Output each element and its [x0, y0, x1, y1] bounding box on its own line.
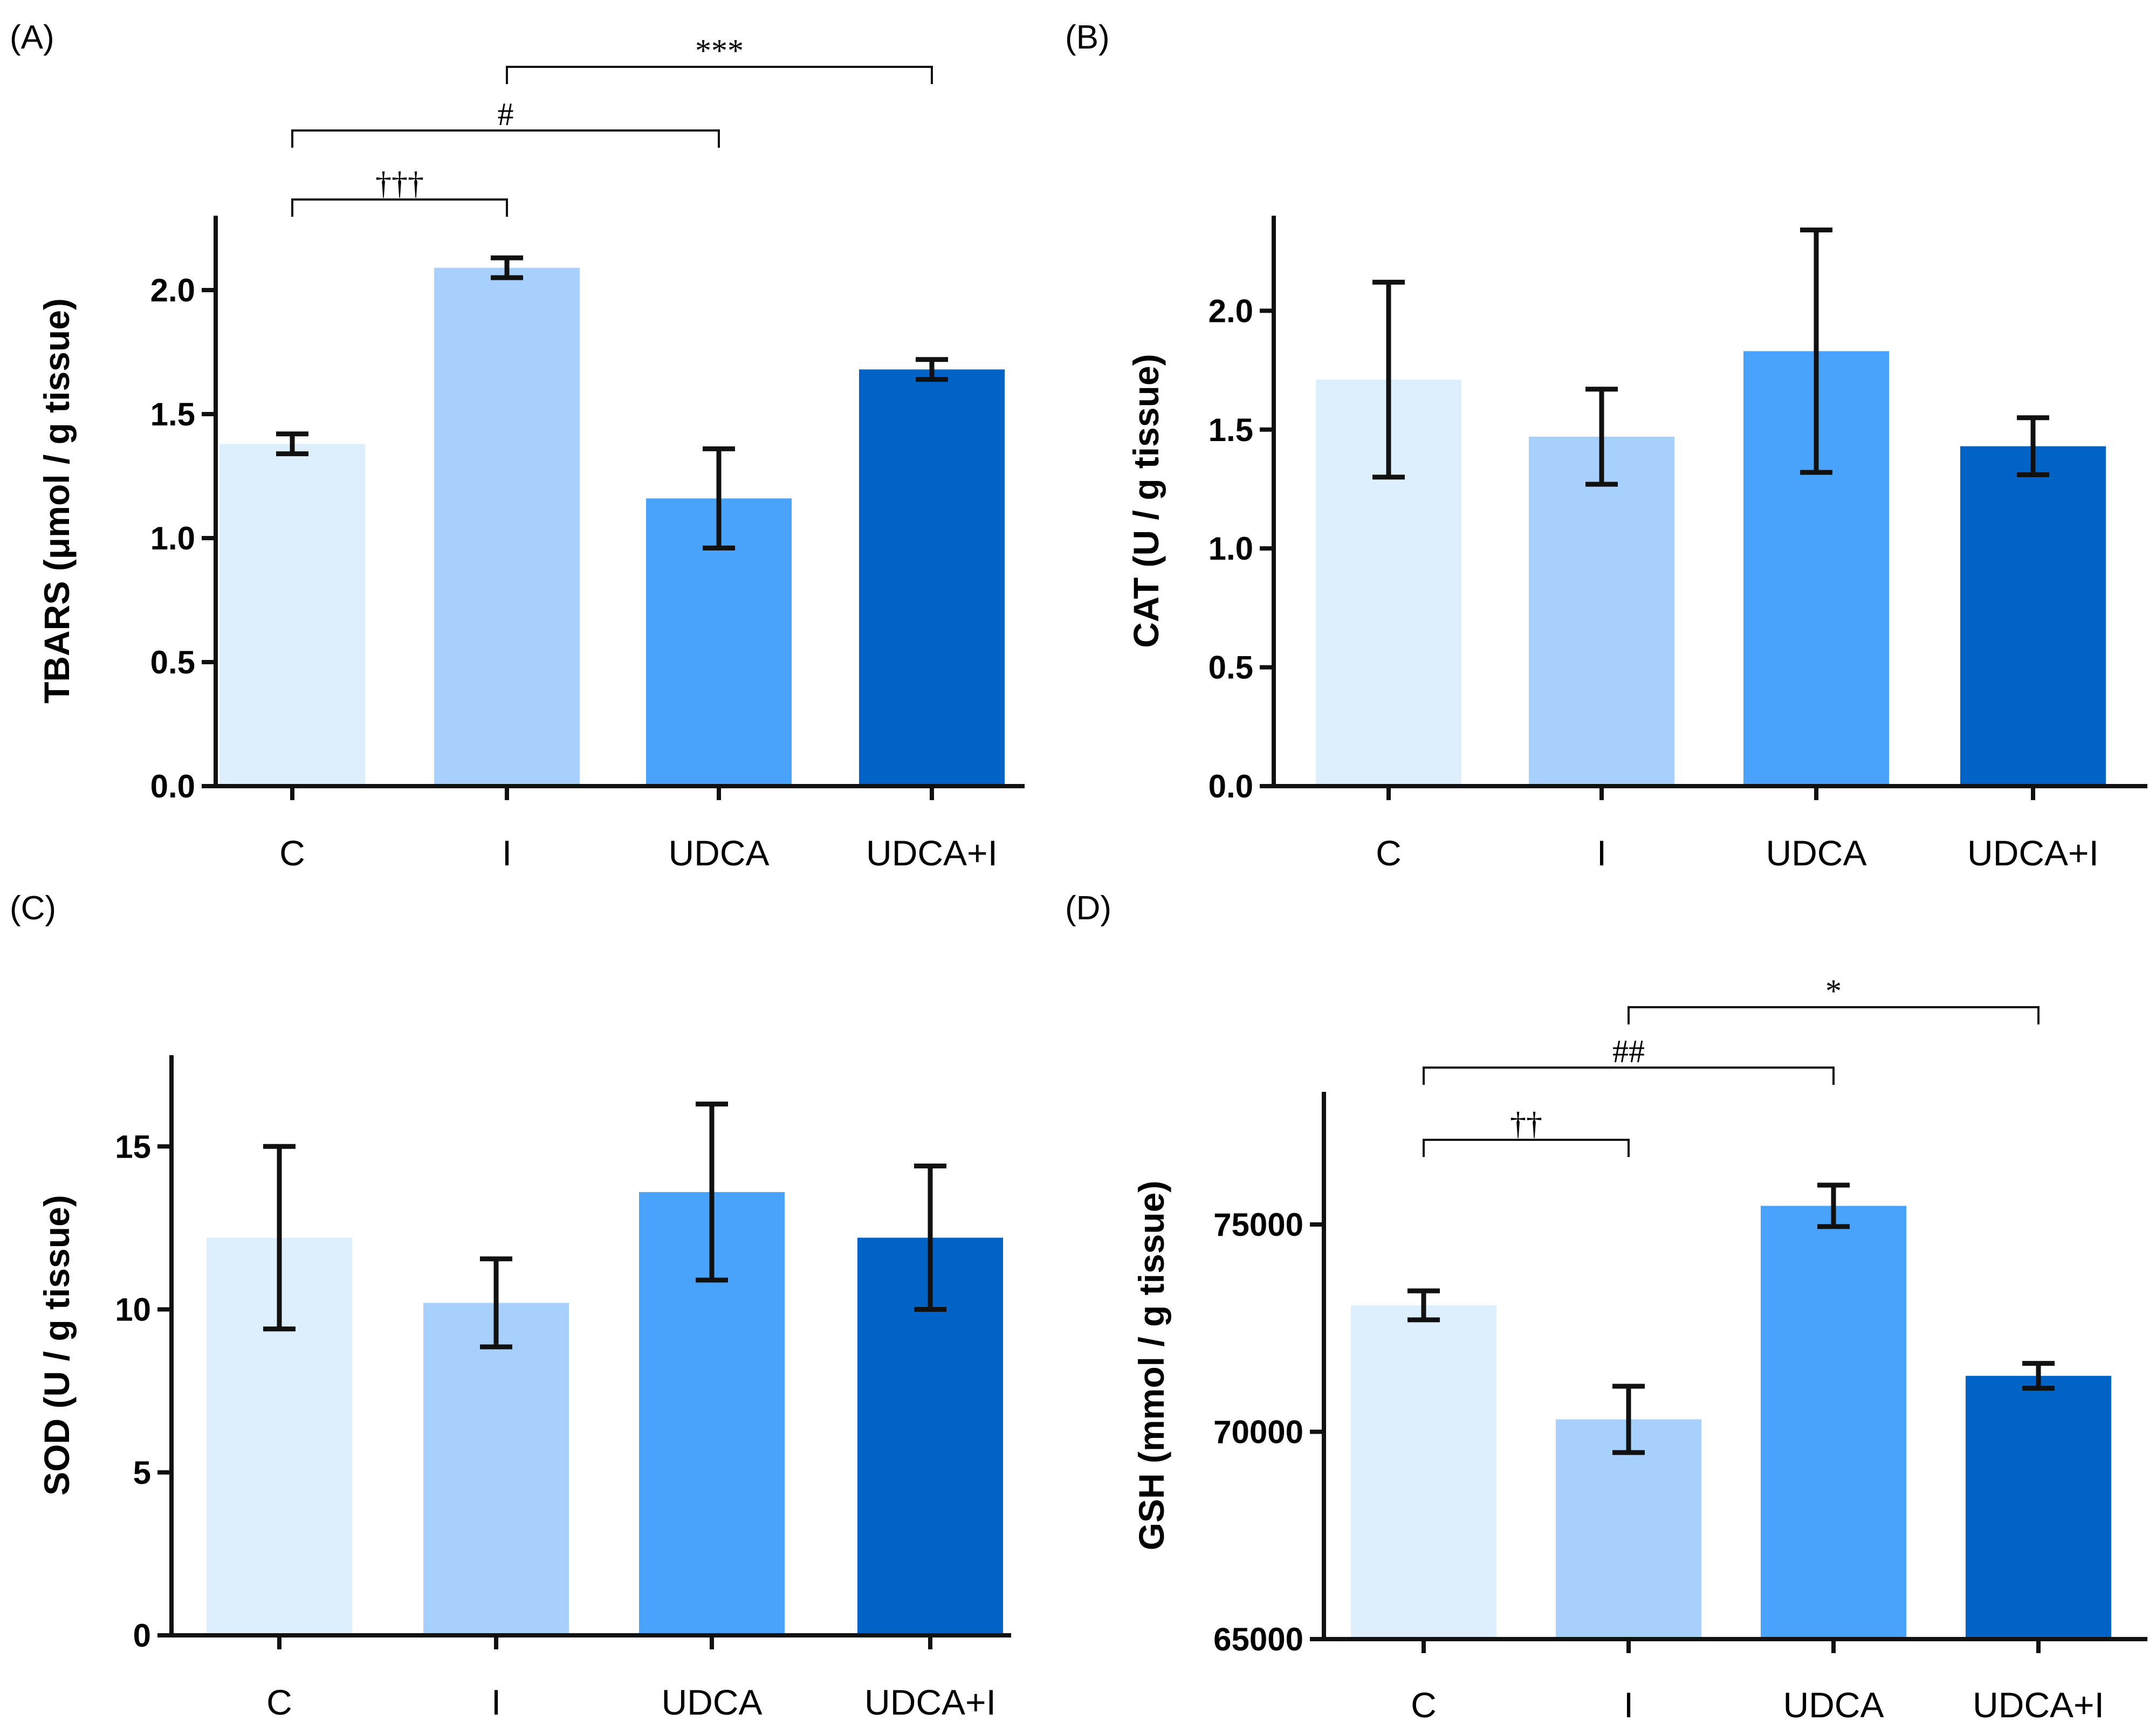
panel-label: (A)	[10, 19, 54, 56]
bar-i	[423, 1303, 569, 1635]
error-bar	[914, 1164, 946, 1312]
x-tick-label: UDCA	[1766, 833, 1866, 873]
y-tick-label: 0.5	[1209, 650, 1253, 686]
error-bar	[696, 1102, 728, 1283]
chart-panel-c: (C) 0 5 10 15 C I UDCA UDCA+I SOD (U / g tissue)	[10, 890, 1011, 1722]
error-bar	[2022, 1361, 2055, 1391]
y-tick-label: 0.5	[150, 644, 195, 680]
y-tick-label: 65000	[1213, 1621, 1303, 1657]
x-tick-label: I	[1597, 833, 1606, 873]
x-tick-label: C	[1376, 833, 1402, 873]
error-bar	[1800, 227, 1832, 475]
y-tick-label: 1.5	[1209, 412, 1253, 448]
y-tick-label: 0.0	[150, 768, 195, 804]
panel-label: (B)	[1065, 19, 1110, 56]
error-bar	[916, 357, 948, 382]
x-tick-label: I	[1624, 1685, 1633, 1725]
bar-udca-plus-i	[1966, 1375, 2111, 1639]
x-tick-label: C	[266, 1682, 292, 1722]
chart-panel-a: (A) 0.0 0.5 1.0 1.5 2.0 C I UDCA UDCA+I TBARS (μmo…	[10, 19, 1025, 873]
y-tick-label: 0.0	[1209, 768, 1253, 804]
y-axis-label: CAT (U / g tissue)	[1126, 354, 1166, 648]
y-tick-label: 1.5	[150, 396, 195, 432]
error-bar	[1407, 1288, 1440, 1323]
y-axis-label: TBARS (μmol / g tissue)	[37, 298, 77, 704]
panel-label: (C)	[10, 890, 56, 927]
x-tick-label: UDCA+I	[1973, 1685, 2104, 1725]
significance-bracket: *	[1628, 973, 2040, 1024]
y-tick-label: 15	[115, 1129, 151, 1165]
bar-i	[1529, 436, 1674, 786]
error-bar	[703, 446, 735, 551]
y-tick-label: 1.0	[150, 520, 195, 556]
y-tick-label: 70000	[1213, 1414, 1303, 1450]
x-tick-label: UDCA	[1783, 1685, 1884, 1725]
error-bar	[1585, 387, 1618, 487]
bar-udca-plus-i	[1960, 446, 2106, 786]
error-bar	[1372, 279, 1405, 480]
x-tick-label: UDCA	[668, 833, 769, 873]
significance-bracket: †††	[291, 166, 508, 217]
bar-udca-plus-i	[859, 369, 1005, 786]
bar-c	[1351, 1305, 1496, 1639]
y-tick-label: 1.0	[1209, 531, 1253, 567]
significance-bracket: ##	[1423, 1034, 1835, 1085]
significance-label: ††	[1510, 1106, 1542, 1141]
significance-label: *	[1825, 973, 1842, 1009]
bar-i	[434, 267, 580, 787]
y-tick-label: 75000	[1213, 1207, 1303, 1243]
y-tick-label: 0	[133, 1618, 151, 1654]
significance-bracket: #	[291, 97, 720, 148]
x-tick-label: UDCA+I	[1967, 833, 2099, 873]
y-axis-label: SOD (U / g tissue)	[37, 1195, 77, 1495]
error-bar	[276, 431, 308, 457]
error-bar	[1612, 1384, 1645, 1455]
x-tick-label: UDCA+I	[866, 833, 998, 873]
panel-label: (D)	[1065, 890, 1111, 927]
x-tick-label: UDCA	[661, 1682, 762, 1722]
error-bar	[491, 255, 523, 280]
y-tick-label: 2.0	[1209, 293, 1253, 329]
x-tick-label: I	[502, 833, 512, 873]
bar-i	[1556, 1419, 1701, 1639]
error-bar	[263, 1144, 296, 1332]
error-bar	[1817, 1182, 1850, 1229]
significance-label: #	[498, 97, 514, 132]
x-tick-label: UDCA+I	[864, 1682, 996, 1722]
significance-bracket: ***	[506, 33, 933, 84]
significance-label: ***	[695, 33, 744, 68]
error-bar	[2017, 415, 2049, 478]
significance-label: †††	[375, 166, 424, 201]
x-tick-label: C	[279, 833, 305, 873]
y-tick-label: 5	[133, 1455, 151, 1491]
y-axis-label: GSH (mmol / g tissue)	[1131, 1181, 1171, 1551]
significance-bracket: ††	[1423, 1106, 1630, 1157]
significance-label: ##	[1612, 1034, 1645, 1069]
bar-udca	[1761, 1206, 1906, 1639]
y-tick-label: 10	[115, 1292, 151, 1328]
chart-panel-d: (D) 65000 70000 75000 C I UDCA UDCA+I GSH (mmol …	[1065, 890, 2147, 1725]
x-tick-label: I	[491, 1682, 501, 1722]
error-bar	[480, 1256, 512, 1350]
x-tick-label: C	[1411, 1685, 1437, 1725]
chart-panel-b: (B) 0.0 0.5 1.0 1.5 2.0 C I UDCA UDCA+I CAT (U / g…	[1065, 19, 2147, 873]
y-tick-label: 2.0	[150, 272, 195, 308]
bar-c	[219, 444, 365, 786]
